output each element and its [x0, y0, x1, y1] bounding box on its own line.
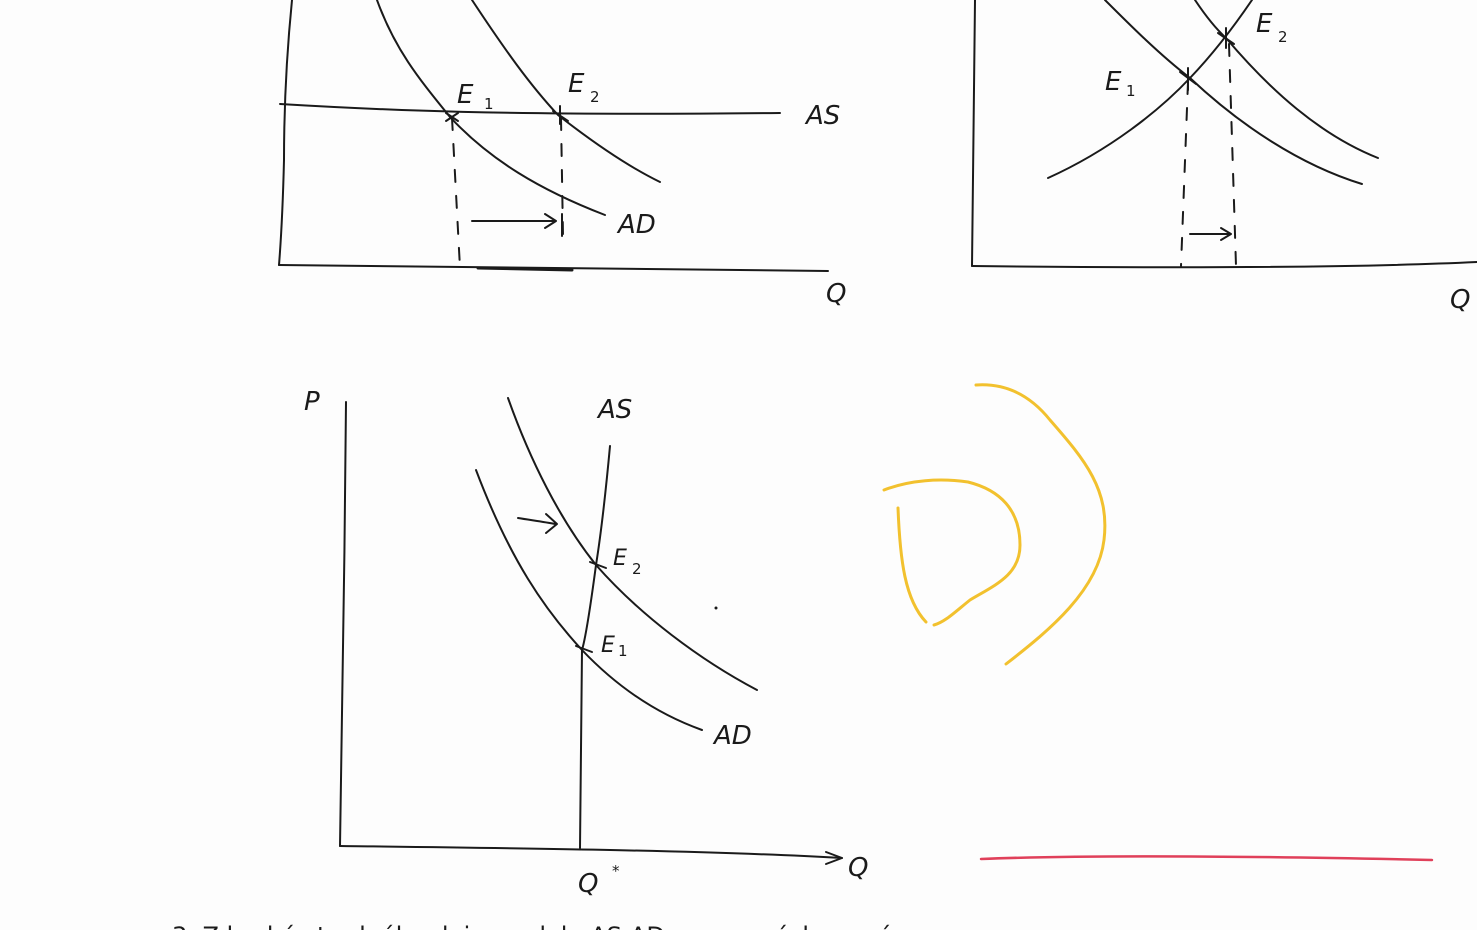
yellow-annotation: D [882, 383, 1107, 666]
tr-shift-arrow [1189, 227, 1232, 241]
yellow-parenthesis [974, 383, 1107, 666]
b-ad2-curve [507, 397, 758, 691]
tl-ad2-curve [471, 0, 661, 183]
tl-dash-1 [451, 117, 461, 269]
tr-dash-2 [1228, 43, 1237, 267]
b-as-label: AS [596, 395, 632, 425]
tl-e1-sub: 1 [484, 95, 494, 113]
b-qstar-label: Q [578, 869, 598, 899]
tr-e1-label: E [1105, 67, 1122, 97]
b-y-axis [339, 401, 347, 847]
tr-e2-label: E [1256, 9, 1273, 39]
tl-ad-label: AD [616, 210, 656, 240]
red-underline [979, 855, 1434, 862]
b-ad1-curve [475, 469, 703, 731]
top-left-diagram: E 1 E 2 AS AD Q [278, 0, 846, 309]
b-e1-sub: 1 [618, 642, 628, 660]
b-shift-arrow [517, 513, 558, 534]
yellow-d-bowl [882, 478, 1022, 627]
tr-e2-mark [1217, 27, 1235, 49]
tl-dash-2 [560, 117, 564, 237]
tl-e1-mark [445, 112, 459, 122]
tl-q-label: Q [826, 279, 846, 309]
b-e2-mark [589, 561, 607, 569]
tr-ad2-curve [1194, 0, 1379, 159]
tr-q-label: Q [1450, 285, 1470, 315]
tr-y-axis [971, 0, 976, 267]
tl-shift-arrow [471, 213, 557, 229]
b-ad-label: AD [712, 721, 752, 751]
tr-e1-mark [1179, 67, 1197, 91]
tr-x-axis [971, 261, 1477, 269]
b-e2-sub: 2 [632, 560, 642, 578]
b-e1-mark [575, 645, 593, 653]
b-stray-dot [714, 606, 718, 610]
footer-caption: 3. Z hrubá stredného dnia modelu AS-AD .… [172, 922, 890, 930]
bottom-diagram: E 1 E 2 AS AD P Q Q * [304, 387, 868, 899]
tl-e2-sub: 2 [590, 88, 600, 106]
tl-q-segment [476, 266, 574, 272]
tl-e1-label: E [457, 80, 474, 110]
tr-as-curve [1047, 0, 1253, 179]
tl-as-label: AS [804, 101, 840, 131]
yellow-d-stem [896, 506, 928, 624]
b-e2-label: E [613, 546, 627, 571]
b-p-label: P [304, 387, 320, 417]
b-x-axis [339, 845, 843, 859]
top-right-diagram: E 1 E 2 Q [971, 0, 1477, 315]
tr-e1-sub: 1 [1126, 82, 1136, 100]
b-q-label: Q [848, 853, 868, 883]
tl-as-curve [279, 103, 781, 115]
b-qstar-mark: * [612, 862, 620, 880]
tl-y-axis [278, 0, 293, 266]
tr-e2-sub: 2 [1278, 28, 1288, 46]
tr-dash-1 [1180, 81, 1189, 267]
b-e1-label: E [601, 633, 615, 658]
b-x-axis-arrow [825, 851, 843, 865]
tl-e2-mark [552, 105, 569, 125]
tr-ad1-curve [1104, 0, 1363, 185]
tl-e2-label: E [568, 69, 585, 99]
